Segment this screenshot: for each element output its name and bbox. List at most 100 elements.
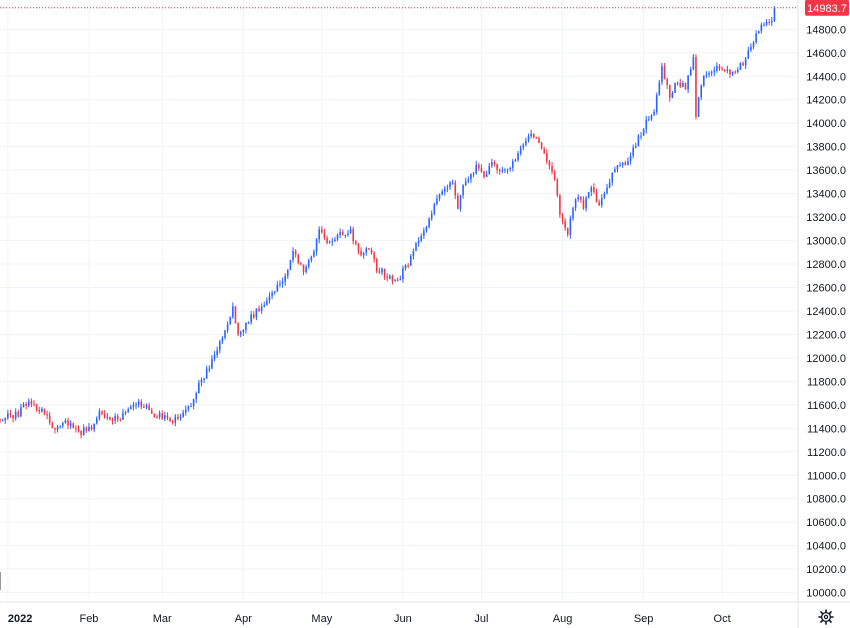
candle	[723, 68, 726, 73]
candle-body	[504, 169, 506, 171]
candle	[412, 248, 415, 260]
x-tick-label: Apr	[235, 613, 252, 625]
candle-body	[658, 82, 661, 96]
candle	[357, 242, 360, 255]
candle	[90, 424, 93, 431]
y-tick-label: 10000.0	[806, 588, 846, 600]
candle-body	[564, 220, 566, 229]
candle-body	[632, 147, 634, 156]
candle-body	[611, 172, 614, 183]
candle	[689, 66, 692, 76]
candle-body	[559, 195, 561, 215]
candle	[17, 409, 20, 418]
candle-body	[378, 271, 381, 273]
candle	[661, 62, 663, 86]
candle	[268, 292, 271, 304]
candle	[522, 143, 525, 151]
candle	[334, 236, 336, 242]
candle	[0, 418, 1, 424]
candle	[106, 412, 109, 421]
candle	[561, 212, 564, 225]
candle-body	[370, 249, 373, 253]
candle-body	[556, 179, 559, 196]
candle-body	[224, 330, 226, 338]
candle-body	[454, 182, 457, 196]
candle-body	[150, 410, 153, 414]
candle	[506, 168, 509, 174]
candle	[692, 53, 695, 71]
candle-body	[164, 415, 166, 419]
candle-body	[67, 420, 69, 426]
candle-body	[470, 174, 472, 180]
candle-body	[540, 143, 543, 149]
x-tick-label: Aug	[553, 613, 573, 625]
candle	[27, 398, 30, 408]
candle	[127, 407, 130, 413]
candle	[668, 84, 671, 102]
y-tick-label: 14800.0	[806, 24, 846, 36]
candle	[72, 422, 75, 429]
candle-body	[543, 148, 546, 153]
candle-body	[88, 426, 90, 431]
candle-body	[82, 427, 85, 436]
candle	[347, 230, 349, 237]
candle	[721, 66, 723, 71]
candle	[614, 166, 616, 173]
candle-body	[43, 408, 46, 415]
candle-body	[281, 281, 284, 284]
candle-body	[637, 135, 640, 147]
candle	[750, 43, 752, 52]
candle	[491, 158, 493, 168]
candle	[344, 234, 347, 239]
candle-body	[389, 275, 391, 279]
candle	[402, 265, 404, 283]
candle	[302, 264, 305, 276]
candle-body	[757, 31, 760, 34]
candle	[504, 168, 506, 174]
candle	[158, 410, 161, 420]
candle-body	[519, 147, 522, 154]
candle	[375, 257, 378, 274]
candle-body	[383, 268, 386, 277]
candle	[577, 194, 580, 202]
candle-body	[621, 162, 624, 166]
candle	[263, 301, 266, 308]
candle	[391, 274, 394, 285]
candle	[20, 403, 22, 418]
candle-body	[130, 406, 132, 410]
candle	[80, 430, 82, 439]
candle	[273, 291, 276, 295]
candle	[396, 277, 399, 282]
candle	[755, 30, 757, 44]
candle-body	[80, 430, 82, 436]
gear-icon	[818, 609, 834, 625]
candle	[475, 160, 477, 175]
candle	[423, 227, 425, 240]
candle-body	[514, 159, 517, 162]
candle	[760, 22, 763, 34]
candle-body	[273, 291, 276, 293]
candle	[684, 82, 687, 90]
candle	[145, 403, 148, 410]
candle-body	[7, 413, 9, 418]
candle	[130, 404, 132, 410]
candle-body	[368, 248, 370, 250]
last-price-label: 14983.7	[807, 3, 847, 15]
y-tick-label: 11000.0	[807, 470, 846, 482]
candle	[606, 183, 608, 195]
candle	[294, 248, 297, 258]
y-tick-label: 12200.0	[806, 329, 846, 341]
chart-settings-button[interactable]	[814, 607, 838, 627]
candle	[46, 410, 48, 420]
candle	[234, 305, 237, 324]
candle	[501, 166, 504, 174]
candle	[718, 64, 721, 71]
candle-body	[718, 65, 721, 69]
candle-body	[51, 422, 54, 428]
candle	[140, 399, 143, 410]
candle	[250, 311, 252, 325]
candle	[632, 144, 634, 159]
candle-body	[412, 250, 415, 256]
